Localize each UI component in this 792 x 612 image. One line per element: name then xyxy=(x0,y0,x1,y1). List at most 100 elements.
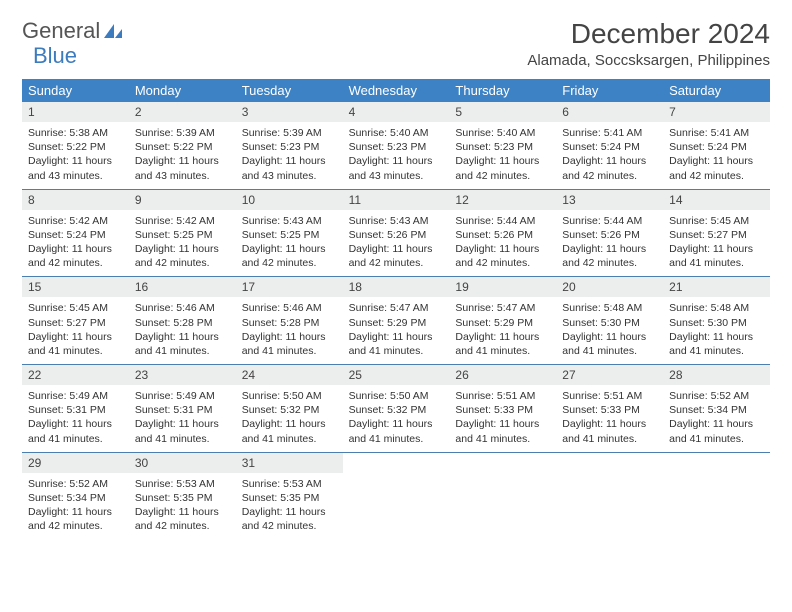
day-cell: 10Sunrise: 5:43 AMSunset: 5:25 PMDayligh… xyxy=(236,190,343,277)
week-row: 22Sunrise: 5:49 AMSunset: 5:31 PMDayligh… xyxy=(22,365,770,453)
day-number: 5 xyxy=(449,102,556,122)
week-row: 1Sunrise: 5:38 AMSunset: 5:22 PMDaylight… xyxy=(22,102,770,190)
day-cell: .. xyxy=(663,453,770,540)
week-row: 8Sunrise: 5:42 AMSunset: 5:24 PMDaylight… xyxy=(22,190,770,278)
day-number: 1 xyxy=(22,102,129,122)
day-cell: 1Sunrise: 5:38 AMSunset: 5:22 PMDaylight… xyxy=(22,102,129,189)
day-number: 15 xyxy=(22,277,129,297)
day-cell: 20Sunrise: 5:48 AMSunset: 5:30 PMDayligh… xyxy=(556,277,663,364)
day-body: Sunrise: 5:42 AMSunset: 5:25 PMDaylight:… xyxy=(129,210,236,277)
day-body: Sunrise: 5:50 AMSunset: 5:32 PMDaylight:… xyxy=(343,385,450,452)
day-number: 19 xyxy=(449,277,556,297)
day-cell: 23Sunrise: 5:49 AMSunset: 5:31 PMDayligh… xyxy=(129,365,236,452)
day-number: 7 xyxy=(663,102,770,122)
day-number: 6 xyxy=(556,102,663,122)
weeks-container: 1Sunrise: 5:38 AMSunset: 5:22 PMDaylight… xyxy=(22,102,770,539)
day-cell: 30Sunrise: 5:53 AMSunset: 5:35 PMDayligh… xyxy=(129,453,236,540)
day-number: 17 xyxy=(236,277,343,297)
day-cell: 16Sunrise: 5:46 AMSunset: 5:28 PMDayligh… xyxy=(129,277,236,364)
day-cell: 8Sunrise: 5:42 AMSunset: 5:24 PMDaylight… xyxy=(22,190,129,277)
month-title: December 2024 xyxy=(527,18,770,50)
day-cell: 7Sunrise: 5:41 AMSunset: 5:24 PMDaylight… xyxy=(663,102,770,189)
day-cell: 22Sunrise: 5:49 AMSunset: 5:31 PMDayligh… xyxy=(22,365,129,452)
day-number: 27 xyxy=(556,365,663,385)
day-cell: 4Sunrise: 5:40 AMSunset: 5:23 PMDaylight… xyxy=(343,102,450,189)
day-body: Sunrise: 5:53 AMSunset: 5:35 PMDaylight:… xyxy=(129,473,236,540)
day-cell: 14Sunrise: 5:45 AMSunset: 5:27 PMDayligh… xyxy=(663,190,770,277)
day-number: 10 xyxy=(236,190,343,210)
day-cell: 25Sunrise: 5:50 AMSunset: 5:32 PMDayligh… xyxy=(343,365,450,452)
day-number: 24 xyxy=(236,365,343,385)
logo-sail-icon xyxy=(102,22,124,40)
day-number: 16 xyxy=(129,277,236,297)
weekday-header: Saturday xyxy=(663,79,770,102)
day-number: 29 xyxy=(22,453,129,473)
day-cell: 26Sunrise: 5:51 AMSunset: 5:33 PMDayligh… xyxy=(449,365,556,452)
header: General December 2024 Alamada, Soccsksar… xyxy=(22,18,770,69)
day-cell: 5Sunrise: 5:40 AMSunset: 5:23 PMDaylight… xyxy=(449,102,556,189)
calendar: SundayMondayTuesdayWednesdayThursdayFrid… xyxy=(22,79,770,539)
day-body: Sunrise: 5:48 AMSunset: 5:30 PMDaylight:… xyxy=(556,297,663,364)
day-number: 31 xyxy=(236,453,343,473)
day-cell: 24Sunrise: 5:50 AMSunset: 5:32 PMDayligh… xyxy=(236,365,343,452)
day-number: 21 xyxy=(663,277,770,297)
day-body: Sunrise: 5:42 AMSunset: 5:24 PMDaylight:… xyxy=(22,210,129,277)
day-number: 30 xyxy=(129,453,236,473)
location: Alamada, Soccsksargen, Philippines xyxy=(527,52,770,69)
logo: General xyxy=(22,18,124,44)
day-cell: 9Sunrise: 5:42 AMSunset: 5:25 PMDaylight… xyxy=(129,190,236,277)
day-body: Sunrise: 5:39 AMSunset: 5:23 PMDaylight:… xyxy=(236,122,343,189)
day-cell: 2Sunrise: 5:39 AMSunset: 5:22 PMDaylight… xyxy=(129,102,236,189)
day-body: Sunrise: 5:52 AMSunset: 5:34 PMDaylight:… xyxy=(22,473,129,540)
day-body: Sunrise: 5:47 AMSunset: 5:29 PMDaylight:… xyxy=(449,297,556,364)
week-row: 29Sunrise: 5:52 AMSunset: 5:34 PMDayligh… xyxy=(22,453,770,540)
day-body: Sunrise: 5:43 AMSunset: 5:25 PMDaylight:… xyxy=(236,210,343,277)
day-body: Sunrise: 5:45 AMSunset: 5:27 PMDaylight:… xyxy=(663,210,770,277)
day-number: 22 xyxy=(22,365,129,385)
day-cell: 15Sunrise: 5:45 AMSunset: 5:27 PMDayligh… xyxy=(22,277,129,364)
day-cell: 11Sunrise: 5:43 AMSunset: 5:26 PMDayligh… xyxy=(343,190,450,277)
day-body: Sunrise: 5:41 AMSunset: 5:24 PMDaylight:… xyxy=(663,122,770,189)
day-number: 28 xyxy=(663,365,770,385)
title-block: December 2024 Alamada, Soccsksargen, Phi… xyxy=(527,18,770,69)
weekday-header: Thursday xyxy=(449,79,556,102)
day-cell: 29Sunrise: 5:52 AMSunset: 5:34 PMDayligh… xyxy=(22,453,129,540)
day-body: Sunrise: 5:40 AMSunset: 5:23 PMDaylight:… xyxy=(449,122,556,189)
weekday-row: SundayMondayTuesdayWednesdayThursdayFrid… xyxy=(22,79,770,102)
day-body: Sunrise: 5:52 AMSunset: 5:34 PMDaylight:… xyxy=(663,385,770,452)
week-row: 15Sunrise: 5:45 AMSunset: 5:27 PMDayligh… xyxy=(22,277,770,365)
weekday-header: Tuesday xyxy=(236,79,343,102)
day-cell: 18Sunrise: 5:47 AMSunset: 5:29 PMDayligh… xyxy=(343,277,450,364)
day-number: 2 xyxy=(129,102,236,122)
day-body: Sunrise: 5:39 AMSunset: 5:22 PMDaylight:… xyxy=(129,122,236,189)
weekday-header: Monday xyxy=(129,79,236,102)
day-body: Sunrise: 5:49 AMSunset: 5:31 PMDaylight:… xyxy=(129,385,236,452)
day-number: 14 xyxy=(663,190,770,210)
day-cell: 27Sunrise: 5:51 AMSunset: 5:33 PMDayligh… xyxy=(556,365,663,452)
day-cell: 17Sunrise: 5:46 AMSunset: 5:28 PMDayligh… xyxy=(236,277,343,364)
day-body: Sunrise: 5:51 AMSunset: 5:33 PMDaylight:… xyxy=(449,385,556,452)
day-number: 26 xyxy=(449,365,556,385)
day-body: Sunrise: 5:38 AMSunset: 5:22 PMDaylight:… xyxy=(22,122,129,189)
day-number: 8 xyxy=(22,190,129,210)
day-cell: 13Sunrise: 5:44 AMSunset: 5:26 PMDayligh… xyxy=(556,190,663,277)
day-cell: 28Sunrise: 5:52 AMSunset: 5:34 PMDayligh… xyxy=(663,365,770,452)
day-cell: 21Sunrise: 5:48 AMSunset: 5:30 PMDayligh… xyxy=(663,277,770,364)
day-body: Sunrise: 5:44 AMSunset: 5:26 PMDaylight:… xyxy=(556,210,663,277)
day-body: Sunrise: 5:45 AMSunset: 5:27 PMDaylight:… xyxy=(22,297,129,364)
day-number: 4 xyxy=(343,102,450,122)
day-body: Sunrise: 5:44 AMSunset: 5:26 PMDaylight:… xyxy=(449,210,556,277)
day-cell: .. xyxy=(343,453,450,540)
day-cell: 19Sunrise: 5:47 AMSunset: 5:29 PMDayligh… xyxy=(449,277,556,364)
day-body: Sunrise: 5:51 AMSunset: 5:33 PMDaylight:… xyxy=(556,385,663,452)
weekday-header: Wednesday xyxy=(343,79,450,102)
day-number: 9 xyxy=(129,190,236,210)
weekday-header: Sunday xyxy=(22,79,129,102)
logo-word2: Blue xyxy=(33,43,77,69)
day-body: Sunrise: 5:40 AMSunset: 5:23 PMDaylight:… xyxy=(343,122,450,189)
day-body: Sunrise: 5:48 AMSunset: 5:30 PMDaylight:… xyxy=(663,297,770,364)
day-cell: 12Sunrise: 5:44 AMSunset: 5:26 PMDayligh… xyxy=(449,190,556,277)
day-number: 20 xyxy=(556,277,663,297)
day-number: 23 xyxy=(129,365,236,385)
day-body: Sunrise: 5:47 AMSunset: 5:29 PMDaylight:… xyxy=(343,297,450,364)
